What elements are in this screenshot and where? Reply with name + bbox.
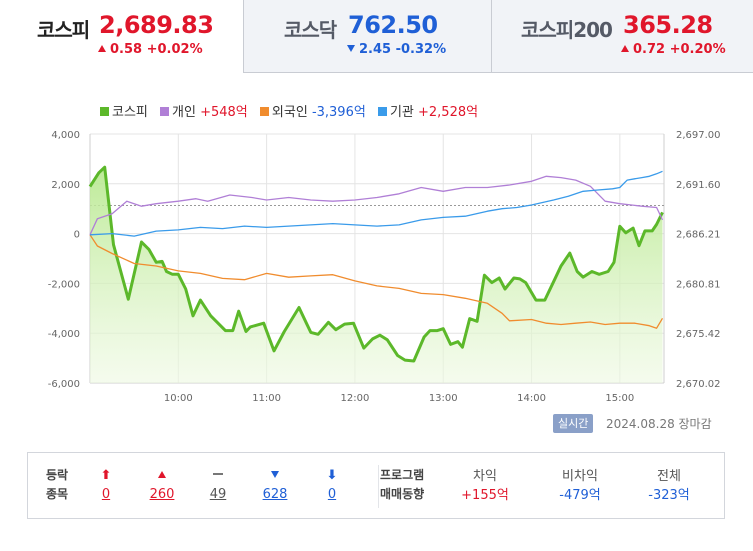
chart-axes: 4,000 2,697.00 2,000 2,691.60 0 2,686.21 -2,00… — [48, 130, 721, 404]
index-change: 0.72 +0.20% — [621, 42, 726, 57]
upper-limit-arrow-icon: ⬆ — [100, 468, 112, 483]
index-change: 2.45 -0.32% — [347, 42, 446, 57]
y-tick-left: -6,000 — [48, 379, 80, 390]
y-tick-right: 2,697.00 — [676, 130, 721, 141]
legend-swatch — [100, 107, 109, 116]
series-line-개인 — [89, 175, 664, 236]
divider — [378, 465, 379, 508]
x-tick: 11:00 — [252, 393, 281, 404]
down-triangle-icon — [347, 45, 355, 52]
index-value: 2,689.83 — [99, 11, 214, 39]
x-tick: 15:00 — [605, 393, 634, 404]
breadth-label: 등락 종목 — [46, 468, 69, 501]
series-line-기관 — [89, 170, 663, 237]
chart-areas — [90, 167, 663, 383]
x-tick: 10:00 — [164, 393, 193, 404]
up-triangle-icon — [621, 45, 629, 52]
y-tick-left: -4,000 — [48, 329, 80, 340]
tab-kospi[interactable]: 코스피 2,689.83 0.58 +0.02% — [0, 0, 243, 73]
y-tick-left: 2,000 — [51, 180, 80, 191]
series-line-코스피 — [88, 165, 664, 363]
tab-kospi200[interactable]: 코스피200 365.28 0.72 +0.20% — [491, 0, 753, 73]
realtime-badge[interactable]: 실시간 — [553, 414, 594, 433]
flat-count[interactable]: 49 — [198, 466, 238, 504]
timestamp: 2024.08.28 장마감 — [606, 417, 712, 431]
index-tabs: 코스피 2,689.83 0.58 +0.02% 코스닥 762.50 2.45… — [0, 0, 753, 73]
legend-swatch — [259, 107, 269, 116]
fall-count[interactable]: 628 — [255, 466, 295, 504]
y-tick-right: 2,680.81 — [676, 279, 721, 290]
y-tick-right: 2,691.60 — [676, 180, 721, 191]
y-tick-left: -2,000 — [48, 279, 80, 290]
tab-name: 코스피200 — [521, 18, 613, 42]
index-chart: 4,000 2,697.00 2,000 2,691.60 0 2,686.21 -2,00… — [48, 130, 721, 404]
rise-count[interactable]: 260 — [142, 466, 182, 504]
series-area-코스피 — [90, 167, 663, 383]
upper-limit-count[interactable]: ⬆ 0 — [86, 466, 126, 504]
tab-name: 코스닥 — [284, 18, 337, 42]
legend-swatch — [377, 107, 387, 116]
lower-limit-arrow-icon: ⬇ — [326, 468, 338, 483]
non-arbitrage-stat: 비차익 -479억 — [559, 469, 601, 503]
legend-item-institution[interactable]: 기관 +2,528억 — [377, 105, 478, 120]
tab-name: 코스피 — [37, 18, 90, 42]
y-tick-right: 2,670.02 — [676, 379, 721, 390]
x-tick: 12:00 — [341, 393, 370, 404]
fall-triangle-icon — [255, 466, 295, 485]
x-tick: 14:00 — [517, 393, 546, 404]
index-change: 0.58 +0.02% — [98, 42, 203, 57]
rise-triangle-icon — [142, 466, 182, 485]
up-triangle-icon — [98, 45, 106, 52]
market-breadth-panel: 등락 종목 ⬆ 0 260 49 628 ⬇ 0 프로그램 매매동향 차익 +155… — [27, 452, 725, 519]
tab-kosdaq[interactable]: 코스닥 762.50 2.45 -0.32% — [243, 0, 491, 73]
series-line-외국인 — [89, 234, 664, 329]
flat-dash-icon — [198, 466, 238, 485]
index-value: 762.50 — [348, 11, 438, 39]
chart-lines — [88, 165, 664, 363]
total-stat: 전체 -323억 — [648, 469, 690, 503]
legend-item-kospi[interactable]: 코스피 — [100, 105, 148, 120]
y-tick-left: 0 — [74, 230, 80, 241]
lower-limit-count[interactable]: ⬇ 0 — [312, 466, 352, 504]
program-trading-label: 프로그램 매매동향 — [380, 468, 425, 501]
y-tick-left: 4,000 — [51, 130, 80, 141]
y-tick-right: 2,686.21 — [676, 230, 721, 241]
y-tick-right: 2,675.42 — [676, 329, 721, 340]
chart-legend: 코스피 개인 +548억 외국인 -3,396억 기관 +2,528억 — [100, 101, 486, 120]
legend-swatch — [160, 107, 170, 116]
legend-item-foreign[interactable]: 외국인 -3,396억 — [259, 105, 366, 120]
x-tick: 13:00 — [429, 393, 458, 404]
arbitrage-stat: 차익 +155억 — [461, 469, 509, 503]
index-value: 365.28 — [623, 11, 713, 39]
legend-item-individual[interactable]: 개인 +548억 — [160, 105, 248, 120]
